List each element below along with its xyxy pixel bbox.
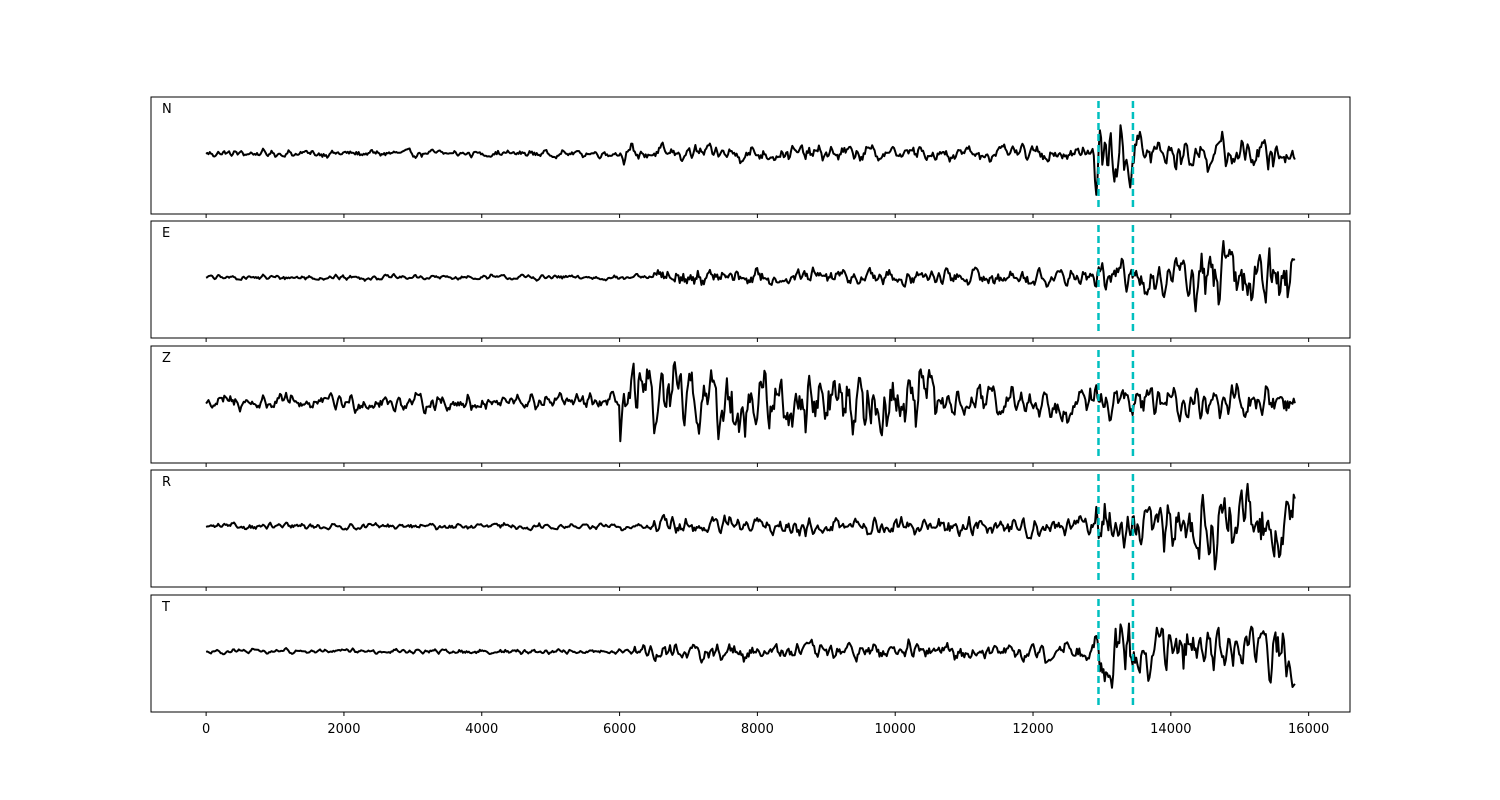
panel-frame (150, 594, 1351, 713)
x-tick-label: 14000 (1150, 722, 1191, 737)
panel-z: Z (150, 345, 1351, 467)
panel-e: E (150, 220, 1351, 342)
panel-r: R (150, 469, 1351, 591)
panel-t: T (150, 594, 1351, 716)
waveform-r (205, 482, 1296, 571)
panel-frame (150, 220, 1351, 339)
x-tick-label: 4000 (465, 722, 498, 737)
waveform-t (205, 622, 1296, 689)
x-tick-label: 12000 (1012, 722, 1053, 737)
panel-frame (150, 345, 1351, 464)
panel-label: N (162, 102, 172, 117)
x-tick-label: 16000 (1288, 722, 1329, 737)
panel-label: R (162, 475, 171, 490)
waveform-n (205, 124, 1296, 196)
x-tick-label: 0 (202, 722, 210, 737)
x-tick-label: 2000 (327, 722, 360, 737)
waveform-e (205, 240, 1296, 313)
panel-label: Z (162, 351, 171, 366)
x-tick-label: 8000 (741, 722, 774, 737)
waveform-z (205, 361, 1296, 443)
panel-frame (150, 96, 1351, 215)
panel-label: E (162, 226, 170, 241)
x-axis: 0 2000 4000 6000 8000 10000 12000 14000 16000 (202, 722, 1329, 737)
panel-n: N (150, 96, 1351, 218)
panel-label: T (161, 600, 170, 615)
x-tick-label: 6000 (603, 722, 636, 737)
panels: N E Z R T (150, 96, 1351, 716)
panel-frame (150, 469, 1351, 588)
x-tick-label: 10000 (875, 722, 916, 737)
